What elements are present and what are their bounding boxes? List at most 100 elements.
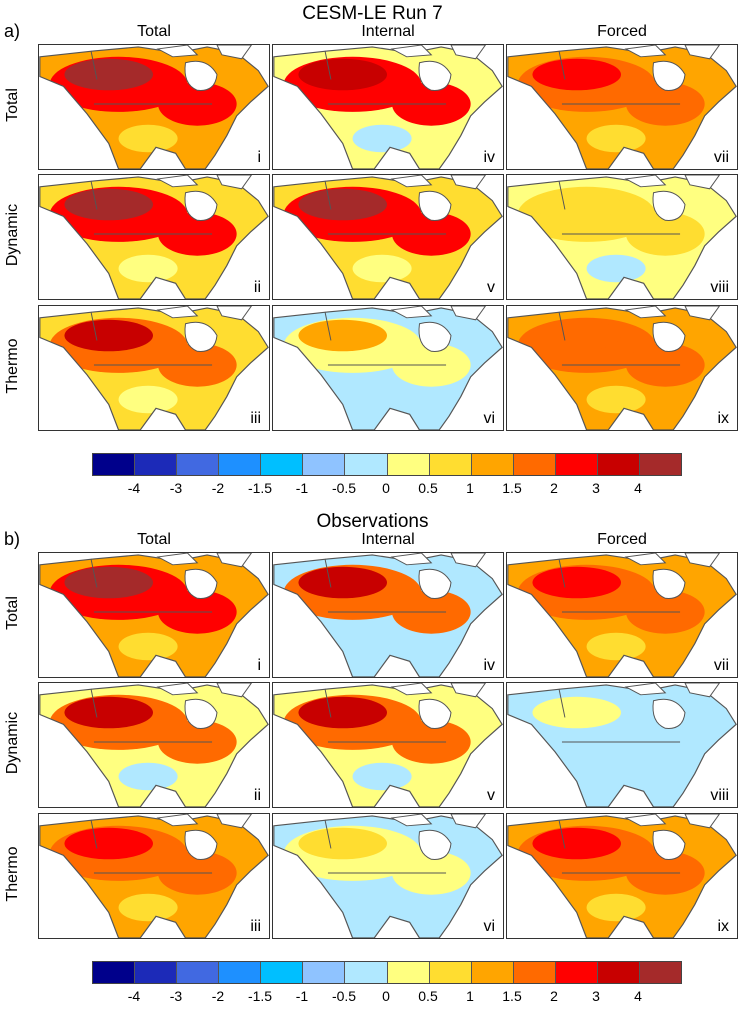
panel-label: viii xyxy=(710,279,729,296)
map-panel: viii xyxy=(506,682,738,808)
map-panel: v xyxy=(272,682,504,808)
colorbar-swatch xyxy=(555,962,598,983)
colorbar xyxy=(92,961,682,984)
column-header: Internal xyxy=(361,23,415,40)
map-panel: v xyxy=(272,174,504,300)
colorbar-swatch xyxy=(597,962,641,983)
colorbar-swatch xyxy=(135,454,178,475)
colorbar-tick: 0 xyxy=(382,988,390,1004)
colorbar-tick: -1.5 xyxy=(247,480,273,496)
colorbar-swatch xyxy=(93,454,136,475)
panel-label: iv xyxy=(483,149,495,166)
colorbar-swatch xyxy=(219,454,262,475)
colorbar-tick: -2 xyxy=(211,988,225,1004)
column-header: Internal xyxy=(361,531,415,548)
row-label: Thermo xyxy=(4,846,21,902)
colorbar-swatch xyxy=(387,454,430,475)
panel-label: ix xyxy=(717,410,729,427)
section-label: a) xyxy=(4,21,21,41)
map-panel: vii xyxy=(506,552,738,678)
colorbar-swatch xyxy=(345,454,388,475)
map-panel: viii xyxy=(506,174,738,300)
panel-label: i xyxy=(257,657,261,674)
panel-label: ii xyxy=(253,787,261,804)
map-panel: iii xyxy=(38,305,270,431)
colorbar-swatch xyxy=(429,962,472,983)
colorbar-tick: 4 xyxy=(634,480,642,496)
colorbar-swatch xyxy=(219,962,262,983)
colorbar-tick: 2 xyxy=(550,480,558,496)
row-label: Dynamic xyxy=(4,711,21,775)
panel-label: iii xyxy=(250,918,261,935)
colorbar-tick: -1.5 xyxy=(247,988,273,1004)
north-america-map xyxy=(507,45,737,169)
panel-label: vii xyxy=(713,149,729,166)
panel-label: vi xyxy=(483,918,495,935)
north-america-map xyxy=(39,814,269,938)
colorbar-tick: 4 xyxy=(634,988,642,1004)
north-america-map xyxy=(39,45,269,169)
colorbar-swatch xyxy=(387,962,430,983)
map-panel: ii xyxy=(38,682,270,808)
panel-label: ix xyxy=(717,918,729,935)
north-america-map xyxy=(507,306,737,430)
colorbar-tick: 0.5 xyxy=(418,988,438,1004)
section-label: b) xyxy=(4,529,21,549)
row-label: Thermo xyxy=(4,338,21,394)
colorbar-tick: 3 xyxy=(592,988,600,1004)
colorbar-swatch xyxy=(261,962,304,983)
colorbar-swatch xyxy=(261,454,304,475)
colorbar-tick: -4 xyxy=(127,988,141,1004)
colorbar-swatch xyxy=(93,962,136,983)
section-title: Observations xyxy=(316,511,429,532)
colorbar-swatch xyxy=(513,962,556,983)
section-title: CESM-LE Run 7 xyxy=(302,3,443,24)
north-america-map xyxy=(507,553,737,677)
colorbar-tick: -3 xyxy=(169,988,183,1004)
map-panel: iv xyxy=(272,44,504,170)
colorbar-swatch xyxy=(177,962,220,983)
colorbar-swatch xyxy=(640,962,682,983)
map-panel: iv xyxy=(272,552,504,678)
colorbar-tick: 1 xyxy=(466,480,474,496)
north-america-map xyxy=(273,814,503,938)
colorbar-tick: -1 xyxy=(295,480,309,496)
colorbar-swatch xyxy=(177,454,220,475)
map-panel: ix xyxy=(506,813,738,939)
map-panel: ii xyxy=(38,174,270,300)
row-label: Total xyxy=(4,596,21,630)
north-america-map xyxy=(39,683,269,807)
colorbar-tick: 0 xyxy=(382,480,390,496)
panel-label: viii xyxy=(710,787,729,804)
panel-label: v xyxy=(487,787,495,804)
column-header: Total xyxy=(137,23,171,40)
colorbar-tick: 1 xyxy=(466,988,474,1004)
map-panel: vi xyxy=(272,813,504,939)
north-america-map xyxy=(273,683,503,807)
column-header: Forced xyxy=(597,23,647,40)
map-panel: i xyxy=(38,44,270,170)
row-label: Total xyxy=(4,88,21,122)
panel-label: vii xyxy=(713,657,729,674)
colorbar-swatch xyxy=(303,962,346,983)
row-label: Dynamic xyxy=(4,203,21,267)
colorbar-tick: 1.5 xyxy=(502,988,522,1004)
colorbar-tick: -4 xyxy=(127,480,141,496)
colorbar-swatch xyxy=(303,454,346,475)
north-america-map xyxy=(273,306,503,430)
colorbar-swatch xyxy=(513,454,556,475)
map-panel: vi xyxy=(272,305,504,431)
colorbar-tick: 3 xyxy=(592,480,600,496)
north-america-map xyxy=(39,306,269,430)
column-header: Total xyxy=(137,531,171,548)
colorbar-swatch xyxy=(429,454,472,475)
colorbar-swatch xyxy=(471,454,514,475)
colorbar xyxy=(92,453,682,476)
column-header: Forced xyxy=(597,531,647,548)
colorbar-tick: -0.5 xyxy=(331,988,357,1004)
colorbar-tick: 1.5 xyxy=(502,480,522,496)
colorbar-swatch xyxy=(640,454,682,475)
north-america-map xyxy=(507,683,737,807)
colorbar-tick: -0.5 xyxy=(331,480,357,496)
